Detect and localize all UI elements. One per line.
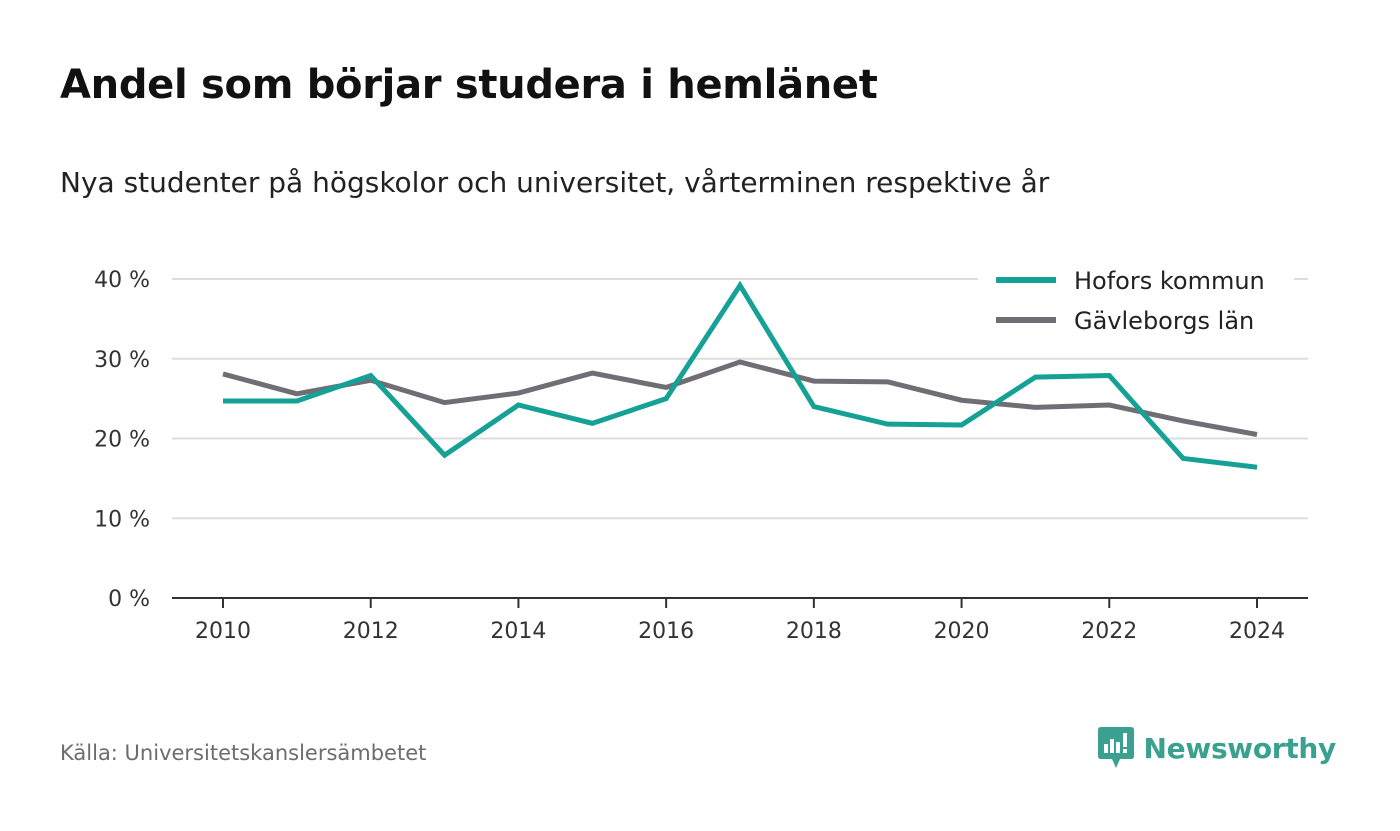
y-axis-labels: 0 % 10 % 20 % 30 % 40 %: [94, 268, 150, 612]
legend: Hofors kommun Gävleborgs län: [978, 258, 1294, 348]
x-axis-labels: 2010 2012 2014 2016 2018 2020 2022 2024: [195, 619, 1285, 644]
brand-logo: Newsworthy: [1097, 727, 1337, 769]
newsworthy-logo-icon: [1097, 727, 1134, 768]
line-chart: 0 % 10 % 20 % 30 % 40 % 2010 2012 2014 2016 2018…: [94, 258, 1308, 644]
x-tick-label: 2010: [195, 619, 251, 644]
series-line-hofors-kommun: [223, 280, 1258, 470]
x-tick-label: 2018: [786, 619, 842, 644]
chart-subtitle: Nya studenter på högskolor och universit…: [60, 166, 1050, 199]
y-tick-label: 20 %: [94, 428, 150, 453]
y-tick-label: 0 %: [108, 587, 150, 612]
x-tick-label: 2024: [1229, 619, 1285, 644]
brand-name: Newsworthy: [1143, 731, 1337, 765]
source-note: Källa: Universitetskanslersämbetet: [60, 741, 427, 765]
chart-title: Andel som börjar studera i hemlänet: [60, 62, 878, 108]
legend-label-g-vleborgs-l-n: Gävleborgs län: [1074, 307, 1254, 335]
x-tick-label: 2012: [343, 619, 399, 644]
legend-label-hofors-kommun: Hofors kommun: [1074, 267, 1265, 295]
x-tick-label: 2020: [934, 619, 990, 644]
x-tick-label: 2014: [490, 619, 546, 644]
series-line-g-vleborgs-l-n: [222, 359, 1258, 437]
x-tick-label: 2016: [638, 619, 694, 644]
x-axis: [172, 597, 1308, 608]
y-tick-label: 40 %: [94, 268, 150, 293]
legend-background: [978, 258, 1294, 348]
x-tick-label: 2022: [1081, 619, 1137, 644]
y-tick-label: 30 %: [94, 348, 150, 373]
y-tick-label: 10 %: [94, 507, 150, 532]
series-lines: [222, 280, 1258, 470]
